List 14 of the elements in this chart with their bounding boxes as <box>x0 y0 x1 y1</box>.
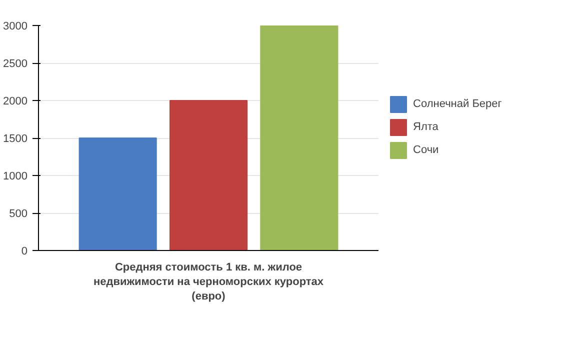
x-tick-label: Средняя стоимость 1 кв. м. жилое недвижимости на черноморских курортах (евро) <box>93 262 324 302</box>
bar <box>260 26 338 250</box>
bar <box>78 138 157 250</box>
y-tick-label: 0 <box>21 246 28 258</box>
y-tick-label: 3000 <box>3 20 28 32</box>
y-tick-label: 2000 <box>3 96 28 108</box>
y-tick-label: 500 <box>9 208 28 220</box>
bar <box>169 100 248 250</box>
legend-label: Ялта <box>413 121 438 133</box>
y-tick-label: 1000 <box>3 170 28 182</box>
legend-label: Солнечнай Берег <box>413 98 502 110</box>
y-tick-label: 2500 <box>3 58 28 70</box>
y-tick-label: 1500 <box>3 133 28 145</box>
legend-label: Сочи <box>413 144 439 156</box>
